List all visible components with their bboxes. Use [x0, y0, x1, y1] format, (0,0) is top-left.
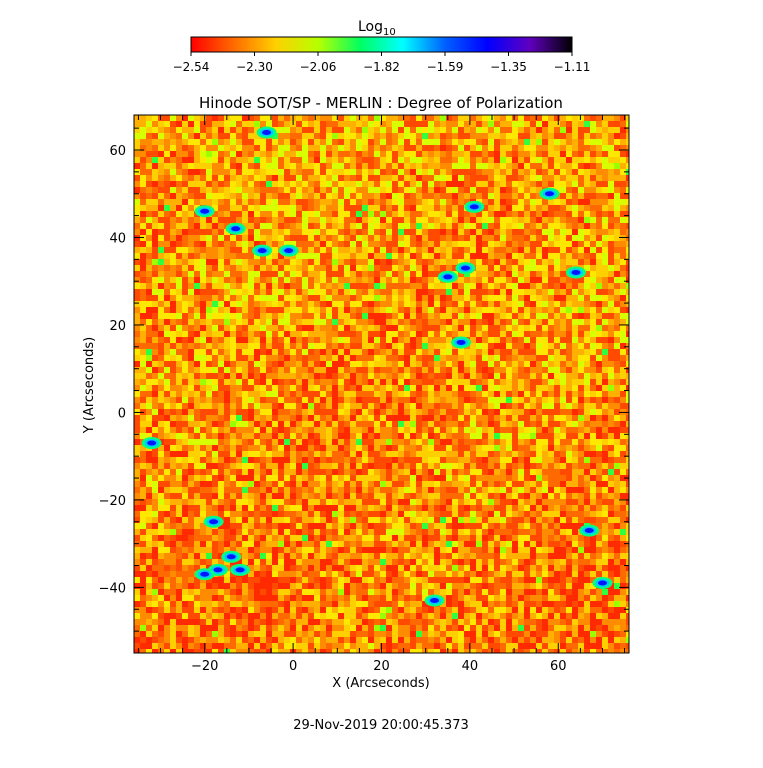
polarization-patch: [194, 568, 215, 581]
x-tick-label: 40: [462, 659, 479, 674]
colorbar-tick-label: −1.82: [363, 60, 400, 74]
y-tick-label: −20: [99, 494, 126, 509]
timestamp: 29-Nov-2019 20:00:45.373: [293, 718, 469, 733]
polarization-patch: [437, 270, 458, 283]
polarization-patch: [579, 524, 600, 537]
polarization-patch: [455, 262, 476, 275]
x-axis-label: X (Arcseconds): [332, 676, 429, 691]
colorbar-tick-label: −1.11: [554, 60, 591, 74]
y-tick-label: −40: [99, 581, 126, 596]
y-tick-label: 40: [109, 231, 126, 246]
polarization-patch: [451, 336, 472, 349]
colorbar-tick-label: −2.06: [300, 60, 337, 74]
polarization-patch: [203, 515, 224, 528]
polarization-patch: [225, 222, 246, 235]
x-tick-label: 20: [373, 659, 390, 674]
x-tick-label: 60: [550, 659, 567, 674]
polarization-patch: [221, 550, 242, 563]
colorbar-tick-label: −2.30: [236, 60, 273, 74]
y-tick-label: 0: [118, 406, 126, 421]
polarization-patch: [539, 187, 560, 200]
plot-area: −20 0 20 40 60 −40 −20 0 20 40 60: [99, 114, 630, 674]
chart-title: Hinode SOT/SP - MERLIN : Degree of Polar…: [199, 94, 563, 112]
polarization-patch: [278, 244, 299, 257]
polarization-patch: [592, 577, 613, 590]
heatmap-image: [134, 115, 629, 653]
polarization-patch: [141, 437, 162, 450]
polarization-patch: [252, 244, 273, 257]
colorbar-tick-label: −1.59: [427, 60, 464, 74]
polarization-patch: [194, 205, 215, 218]
x-tick-label: −20: [191, 659, 218, 674]
y-axis-label: Y (Arcseconds): [82, 337, 97, 434]
y-tick-label: 60: [109, 144, 126, 159]
colorbar-tick-label: −1.35: [490, 60, 527, 74]
polarization-patch: [424, 594, 445, 607]
polarization-patch: [464, 200, 485, 213]
polarization-patch: [230, 563, 251, 576]
x-tick-label: 0: [289, 659, 297, 674]
colorbar: Log10 −2.54 −2.30 −2.06 −1.82 −1.59 −1.35 −1.1…: [173, 19, 591, 74]
polarization-patch: [256, 126, 277, 139]
colorbar-label: Log10: [358, 19, 396, 38]
polarization-patch: [565, 266, 586, 279]
colorbar-tick-label: −2.54: [173, 60, 210, 74]
y-tick-label: 20: [109, 319, 126, 334]
colorbar-gradient: [190, 36, 573, 53]
